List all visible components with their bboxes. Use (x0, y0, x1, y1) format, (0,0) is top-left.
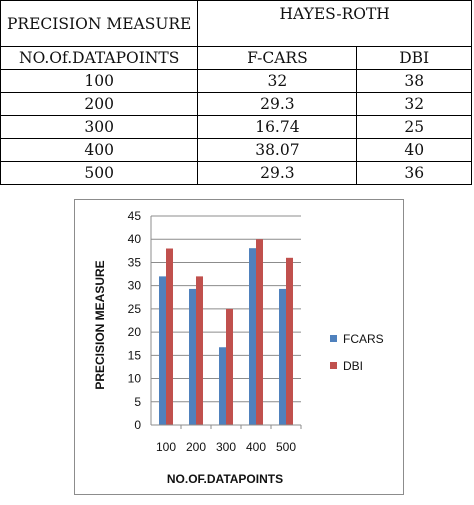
bar-fcars-300 (219, 347, 226, 425)
bar-fcars-500 (279, 288, 286, 425)
bars (159, 239, 293, 425)
cell-fcars: 29.3 (197, 161, 358, 185)
header-datapoints: NO.Of.DATAPOINTS (0, 46, 199, 70)
x-tick-label: 200 (186, 440, 206, 454)
x-tick-label: 400 (246, 440, 266, 454)
precision-table: PRECISION MEASURE HAYES-ROTH NO.Of.DATAP… (0, 0, 472, 185)
cell-points: 400 (0, 138, 199, 162)
legend: FCARS DBI (330, 332, 384, 373)
header-hayes-roth: HAYES-ROTH (197, 0, 472, 47)
bar-fcars-400 (249, 248, 256, 425)
x-axis-label: NO.OF.DATAPOINTS (167, 472, 283, 486)
x-tick-label: 300 (216, 440, 236, 454)
bar-dbi-100 (166, 248, 173, 425)
y-tick-label: 0 (134, 418, 141, 432)
cell-points: 100 (0, 69, 199, 93)
y-tick-label: 15 (128, 348, 142, 362)
header-precision-measure: PRECISION MEASURE (0, 0, 199, 47)
cell-fcars: 16.74 (197, 115, 358, 139)
y-tick-label: 5 (134, 395, 141, 409)
table-row: 100 32 38 (0, 69, 472, 93)
cell-dbi: 36 (356, 161, 472, 185)
y-axis-label: PRECISION MEASURE (93, 260, 107, 389)
axes: 0 5 10 15 20 25 30 35 40 45 100 200 300 400 500 (128, 209, 302, 454)
bar-fcars-200 (189, 288, 196, 425)
cell-dbi: 25 (356, 115, 472, 139)
bar-chart: 0 5 10 15 20 25 30 35 40 45 100 200 300 400 500 PRECIS… (93, 209, 384, 486)
legend-swatch-fcars (330, 335, 337, 342)
y-tick-label: 40 (128, 232, 142, 246)
bar-dbi-300 (226, 308, 233, 425)
chart-area: 0 5 10 15 20 25 30 35 40 45 100 200 300 400 500 PRECIS… (74, 199, 404, 495)
legend-swatch-dbi (330, 362, 337, 369)
y-tick-label: 30 (128, 279, 142, 293)
y-tick-label: 35 (128, 255, 142, 269)
cell-points: 200 (0, 92, 199, 116)
header-fcars: F-CARS (197, 46, 358, 70)
bar-dbi-200 (196, 276, 203, 425)
header-dbi: DBI (356, 46, 472, 70)
y-tick-label: 45 (128, 209, 142, 223)
y-tick-label: 10 (128, 372, 142, 386)
legend-label-fcars: FCARS (343, 332, 384, 346)
legend-label-dbi: DBI (343, 359, 363, 373)
x-tick-label: 100 (156, 440, 176, 454)
y-tick-label: 20 (128, 325, 142, 339)
table-row: 200 29.3 32 (0, 92, 472, 116)
cell-fcars: 29.3 (197, 92, 358, 116)
bar-dbi-400 (256, 239, 263, 425)
y-tick-label: 25 (128, 302, 142, 316)
cell-points: 300 (0, 115, 199, 139)
cell-dbi: 38 (356, 69, 472, 93)
table-row: 300 16.74 25 (0, 115, 472, 139)
cell-dbi: 40 (356, 138, 472, 162)
cell-points: 500 (0, 161, 199, 185)
bar-fcars-100 (159, 276, 166, 425)
table-row: 400 38.07 40 (0, 138, 472, 162)
x-tick-label: 500 (276, 440, 296, 454)
bar-dbi-500 (286, 257, 293, 425)
cell-fcars: 38.07 (197, 138, 358, 162)
cell-dbi: 32 (356, 92, 472, 116)
table-row: 500 29.3 36 (0, 161, 472, 185)
cell-fcars: 32 (197, 69, 358, 93)
